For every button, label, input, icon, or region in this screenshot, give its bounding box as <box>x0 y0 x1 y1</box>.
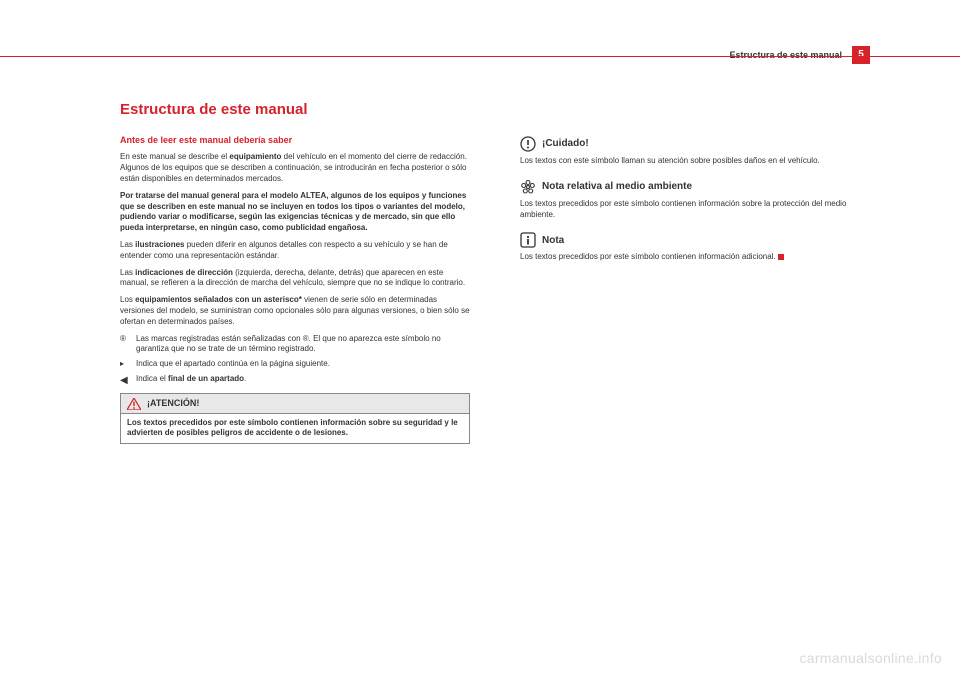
heading-text: Nota <box>542 234 564 248</box>
para-medio-ambiente: Los textos precedidos por este símbolo c… <box>520 199 870 221</box>
para-model-note: Por tratarse del manual general para el … <box>120 191 470 234</box>
text-bold: ilustraciones <box>135 240 184 249</box>
para-direcciones: Las indicaciones de dirección (izquierda… <box>120 268 470 290</box>
header-rule <box>0 56 960 57</box>
end-icon: ◀ <box>120 374 130 388</box>
text: Los textos precedidos por este símbolo c… <box>520 252 776 261</box>
para-nota: Los textos precedidos por este símbolo c… <box>520 252 870 263</box>
text-bold: equipamientos señalados con un asterisco… <box>135 295 302 304</box>
text: Las <box>120 240 135 249</box>
text-bold: equipamiento <box>229 152 281 161</box>
section-subheading: Antes de leer este manual debería saber <box>120 134 470 146</box>
heading-nota: Nota <box>520 232 870 248</box>
continue-icon: ▸ <box>120 359 130 370</box>
para-cuidado: Los textos con este símbolo llaman su at… <box>520 156 870 167</box>
text: Las marcas registradas están señalizadas… <box>136 334 470 356</box>
warning-body: Los textos precedidos por este símbolo c… <box>121 414 469 444</box>
registered-icon: ® <box>120 334 130 356</box>
flower-icon <box>520 179 536 195</box>
page-number: 5 <box>852 46 870 64</box>
text-bold: final de un apartado <box>168 374 244 383</box>
content-columns: Estructura de este manual Antes de leer … <box>120 100 870 444</box>
page-title: Estructura de este manual <box>120 100 470 120</box>
para-ilustraciones: Las ilustraciones pueden diferir en algu… <box>120 240 470 262</box>
text: Indica el <box>136 374 168 383</box>
bullet-end: ◀ Indica el final de un apartado. <box>120 374 470 388</box>
text: Los <box>120 295 135 304</box>
text: Las <box>120 268 135 277</box>
para-equipamiento: En este manual se describe el equipamien… <box>120 152 470 184</box>
bullet-continues: ▸ Indica que el apartado continúa en la … <box>120 359 470 370</box>
page-header: Estructura de este manual 5 <box>120 50 870 80</box>
para-asterisco: Los equipamientos señalados con un aster… <box>120 295 470 327</box>
running-title: Estructura de este manual <box>729 50 842 60</box>
left-column: Estructura de este manual Antes de leer … <box>120 100 470 444</box>
text: Indica que el apartado continúa en la pá… <box>136 359 470 370</box>
right-column: ¡Cuidado! Los textos con este símbolo ll… <box>520 100 870 444</box>
text: En este manual se describe el <box>120 152 229 161</box>
warning-box: ¡ATENCIÓN! Los textos precedidos por est… <box>120 393 470 444</box>
text: . <box>244 374 246 383</box>
caution-circle-icon <box>520 136 536 152</box>
text-bold: indicaciones de dirección <box>135 268 233 277</box>
heading-text: Nota relativa al medio ambiente <box>542 180 692 194</box>
text: Indica el final de un apartado. <box>136 374 470 388</box>
end-of-section-icon <box>778 254 784 260</box>
heading-text: ¡Cuidado! <box>542 137 589 151</box>
warning-triangle-icon <box>127 398 141 410</box>
info-square-icon <box>520 232 536 248</box>
watermark: carmanualsonline.info <box>800 650 943 666</box>
heading-cuidado: ¡Cuidado! <box>520 136 870 152</box>
heading-medio-ambiente: Nota relativa al medio ambiente <box>520 179 870 195</box>
warning-head: ¡ATENCIÓN! <box>121 394 469 413</box>
warning-title: ¡ATENCIÓN! <box>147 397 199 409</box>
bullet-registered: ® Las marcas registradas están señalizad… <box>120 334 470 356</box>
page-container: Estructura de este manual 5 Estructura d… <box>0 0 960 678</box>
